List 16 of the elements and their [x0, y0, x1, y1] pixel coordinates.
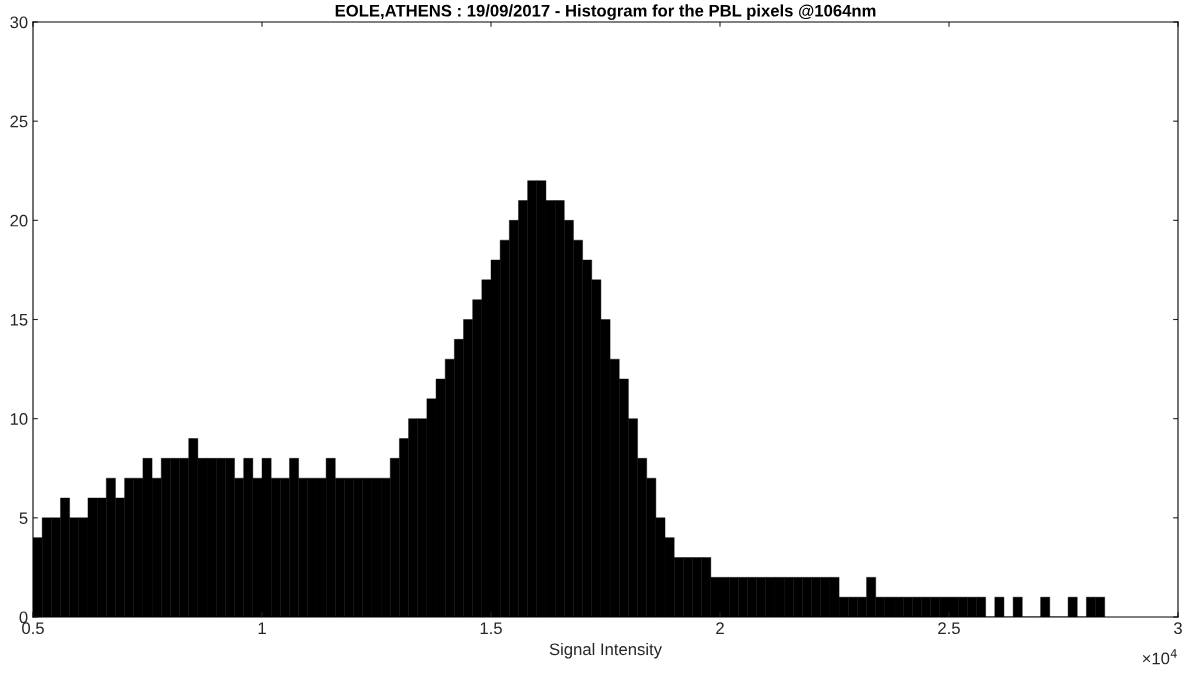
y-tick-label: 10 — [10, 413, 28, 425]
text: ×10$^{4}$ — [1142, 649, 1177, 665]
x-tick-label: 0.5 — [22, 622, 44, 635]
y-tick-label: 15 — [10, 314, 28, 326]
x-tick-label: 1.5 — [480, 622, 502, 635]
x-tick-label: 2 — [716, 622, 724, 634]
x-axis-title: Signal Intensity — [549, 642, 662, 659]
x-tick-label: 1 — [258, 622, 266, 634]
chart-title: EOLE,ATHENS : 19/09/2017 - Histogram for the PBL pixels @1064nm — [335, 4, 876, 20]
x-tick-label: 3 — [1174, 622, 1182, 635]
y-tick-label: 30 — [10, 16, 28, 29]
y-tick-label: 5 — [19, 512, 28, 525]
y-tick-label: 25 — [10, 115, 28, 128]
x-tick-label: 2.5 — [938, 622, 960, 635]
y-tick-label: 0 — [19, 611, 28, 624]
y-tick-label: 20 — [10, 214, 28, 227]
